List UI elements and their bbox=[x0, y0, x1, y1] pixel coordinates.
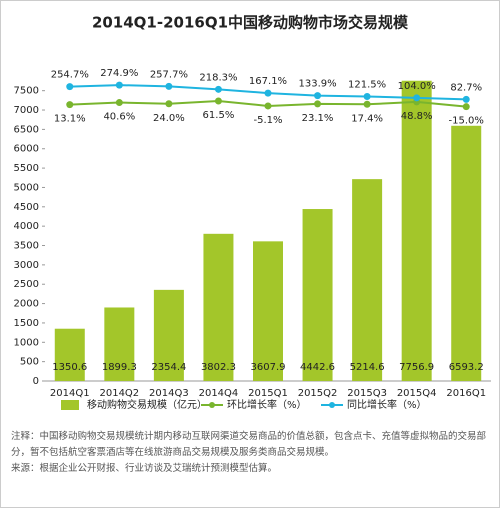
bar bbox=[253, 241, 283, 381]
legend-label: 移动购物交易规模（亿元） bbox=[87, 398, 207, 411]
bar bbox=[153, 289, 184, 381]
data-label: -15.0% bbox=[449, 116, 484, 127]
y-tick-label: 3500 bbox=[14, 241, 39, 252]
data-label: 40.6% bbox=[103, 112, 135, 123]
data-label: 7756.9 bbox=[399, 362, 434, 373]
data-label: 4442.6 bbox=[300, 362, 335, 373]
point bbox=[413, 94, 421, 102]
data-label: 104.0% bbox=[398, 81, 436, 92]
data-label: 3607.9 bbox=[251, 362, 286, 373]
data-label: 2354.4 bbox=[151, 362, 186, 373]
chart-title: 2014Q1-2016Q1中国移动购物市场交易规模 bbox=[92, 14, 409, 32]
data-label: 82.7% bbox=[450, 82, 482, 93]
data-label: 6593.2 bbox=[449, 362, 484, 373]
y-tick-label: 4000 bbox=[14, 221, 39, 232]
point bbox=[264, 102, 272, 110]
legend-swatch bbox=[209, 402, 215, 408]
x-tick-label: 2015Q4 bbox=[397, 388, 437, 399]
y-tick-label: 2000 bbox=[14, 299, 39, 310]
point bbox=[363, 100, 371, 108]
x-tick-label: 2015Q1 bbox=[248, 388, 288, 399]
bar bbox=[54, 328, 85, 381]
legend-label: 环比增长率（%） bbox=[227, 398, 307, 411]
x-tick-label: 2014Q3 bbox=[149, 388, 189, 399]
notes: 注释：中国移动购物交易规模统计期内移动互联网渠道交易商品的价值总额，包含点卡、充… bbox=[11, 429, 489, 477]
y-tick-label: 500 bbox=[20, 357, 39, 368]
data-label: 121.5% bbox=[348, 80, 386, 91]
y-tick-label: 3000 bbox=[14, 260, 39, 271]
y-tick-label: 0 bbox=[33, 376, 39, 387]
data-label: 274.9% bbox=[100, 68, 138, 79]
data-label: 17.4% bbox=[351, 113, 383, 124]
legend-label: 同比增长率（%） bbox=[347, 398, 427, 411]
x-tick-label: 2016Q1 bbox=[446, 388, 486, 399]
point bbox=[66, 101, 74, 109]
point bbox=[462, 103, 470, 111]
point bbox=[264, 89, 272, 97]
y-tick-label: 7000 bbox=[14, 105, 39, 116]
y-tick-label: 6000 bbox=[14, 144, 39, 155]
data-label: 257.7% bbox=[150, 69, 188, 80]
point bbox=[214, 85, 222, 93]
x-tick-label: 2015Q3 bbox=[347, 388, 387, 399]
note: 注释：中国移动购物交易规模统计期内移动互联网渠道交易商品的价值总额，包含点卡、充… bbox=[11, 431, 487, 458]
data-label: 3802.3 bbox=[201, 362, 236, 373]
y-tick-label: 2500 bbox=[14, 279, 39, 290]
data-label: 24.0% bbox=[153, 113, 185, 124]
bar bbox=[104, 307, 135, 381]
data-label: 61.5% bbox=[203, 110, 235, 121]
point bbox=[214, 97, 222, 105]
y-tick-label: 5000 bbox=[14, 182, 39, 193]
data-label: -5.1% bbox=[253, 115, 282, 126]
point bbox=[462, 95, 470, 103]
y-tick-label: 5500 bbox=[14, 163, 39, 174]
chart: 2014Q1-2016Q1中国移动购物市场交易规模 0 500 1000 1500 20… bbox=[14, 14, 491, 411]
point bbox=[363, 93, 371, 101]
point bbox=[165, 100, 173, 108]
bar bbox=[401, 80, 432, 381]
legend-swatch bbox=[329, 402, 335, 408]
x-tick-label: 2014Q4 bbox=[199, 388, 239, 399]
y-tick-label: 1000 bbox=[14, 337, 39, 348]
data-label: 48.8% bbox=[401, 111, 433, 122]
point bbox=[165, 82, 173, 90]
bar bbox=[352, 179, 383, 381]
data-label: 167.1% bbox=[249, 76, 287, 87]
data-label: 1350.6 bbox=[52, 362, 87, 373]
x-tick-label: 2014Q1 bbox=[50, 388, 90, 399]
data-label: 1899.3 bbox=[102, 362, 137, 373]
point bbox=[66, 83, 74, 91]
data-label: 133.9% bbox=[298, 79, 336, 90]
y-tick-label: 1500 bbox=[14, 318, 39, 329]
point bbox=[314, 100, 322, 108]
data-label: 254.7% bbox=[51, 70, 89, 81]
x-tick-label: 2015Q2 bbox=[298, 388, 338, 399]
y-tick-label: 7500 bbox=[14, 86, 39, 97]
source: 来源：根据企业公开财报、行业访谈及艾瑞统计预测模型估算。 bbox=[11, 463, 278, 474]
data-label: 23.1% bbox=[302, 113, 334, 124]
data-label: 5214.6 bbox=[350, 362, 385, 373]
point bbox=[115, 99, 123, 107]
bar bbox=[302, 209, 333, 381]
x-tick-label: 2014Q2 bbox=[99, 388, 139, 399]
legend-swatch bbox=[61, 400, 79, 410]
y-tick-label: 4500 bbox=[14, 202, 39, 213]
point bbox=[314, 92, 322, 100]
bar bbox=[451, 125, 482, 381]
bar bbox=[203, 233, 234, 381]
data-label: 13.1% bbox=[54, 114, 86, 125]
data-label: 218.3% bbox=[199, 72, 237, 83]
point bbox=[115, 81, 123, 89]
y-tick-label: 6500 bbox=[14, 124, 39, 135]
